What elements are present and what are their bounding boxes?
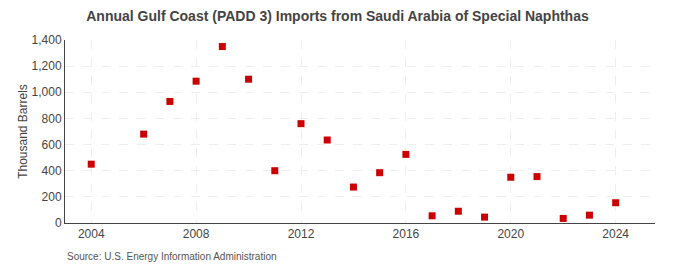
svg-text:2024: 2024 (602, 227, 629, 241)
svg-text:1,400: 1,400 (32, 33, 62, 47)
svg-text:0: 0 (55, 216, 62, 230)
svg-text:2008: 2008 (183, 227, 210, 241)
svg-text:Annual Gulf Coast (PADD 3) Imp: Annual Gulf Coast (PADD 3) Imports from … (86, 8, 589, 24)
svg-text:2012: 2012 (288, 227, 315, 241)
svg-text:800: 800 (42, 112, 62, 126)
svg-text:400: 400 (42, 164, 62, 178)
svg-text:600: 600 (42, 138, 62, 152)
svg-text:1,200: 1,200 (32, 59, 62, 73)
svg-text:Source: U.S. Energy Informatio: Source: U.S. Energy Information Administ… (67, 251, 277, 262)
svg-text:2004: 2004 (78, 227, 105, 241)
svg-text:200: 200 (42, 190, 62, 204)
svg-text:2020: 2020 (497, 227, 524, 241)
svg-text:2016: 2016 (393, 227, 420, 241)
svg-text:Thousand Barrels: Thousand Barrels (16, 84, 30, 179)
svg-text:1,000: 1,000 (32, 85, 62, 99)
